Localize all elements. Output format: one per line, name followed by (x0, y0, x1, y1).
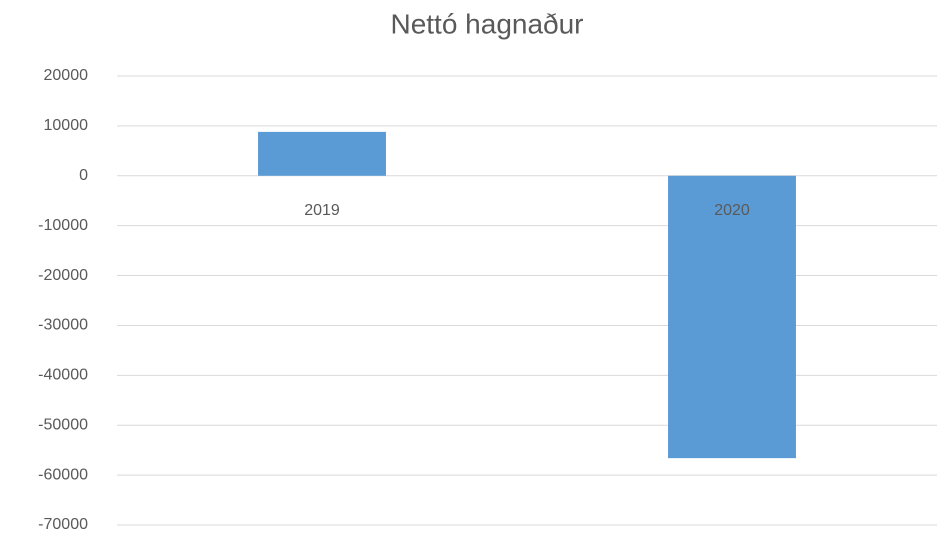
y-tick-label: -40000 (38, 367, 88, 384)
y-tick-label: 20000 (44, 67, 89, 84)
y-tick-label: -50000 (38, 416, 88, 433)
y-tick-label: -70000 (38, 516, 88, 533)
y-tick-label: 0 (79, 167, 88, 184)
y-tick-label: -30000 (38, 317, 88, 334)
bar (258, 131, 386, 176)
y-tick-label: -10000 (38, 217, 88, 234)
y-tick-label: 10000 (44, 117, 89, 134)
x-tick-label: 2019 (304, 202, 340, 219)
y-tick-label: -60000 (38, 466, 88, 483)
bar (668, 175, 796, 459)
x-tick-label: 2020 (714, 202, 750, 219)
chart-title: Nettó hagnaður (390, 8, 583, 39)
y-tick-label: -20000 (38, 267, 88, 284)
